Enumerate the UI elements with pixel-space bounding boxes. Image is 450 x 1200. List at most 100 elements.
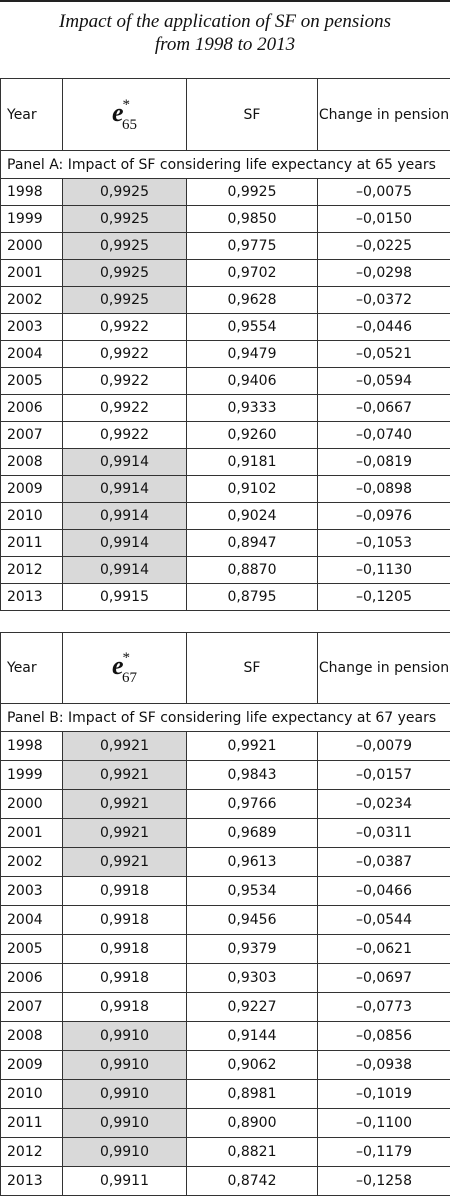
- header-cell: Year: [0, 78, 63, 151]
- e-symbol: e: [111, 97, 124, 127]
- cell: 0,9260: [186, 421, 318, 449]
- cell: –0,0372: [317, 286, 450, 314]
- cell: 2000: [0, 789, 63, 819]
- cell: 2003: [0, 313, 63, 341]
- cell: 2007: [0, 421, 63, 449]
- data-row: 2003 0,9922 0,9554 –0,0446: [0, 313, 450, 341]
- data-row: 2009 0,9914 0,9102 –0,0898: [0, 475, 450, 503]
- panel-row: Panel A: Impact of SF considering life e…: [0, 150, 450, 179]
- panel-row: Panel B: Impact of SF considering life e…: [0, 703, 450, 732]
- cell: 0,9922: [62, 394, 187, 422]
- cell: 0,9554: [186, 313, 318, 341]
- cell: 0,9775: [186, 232, 318, 260]
- cell: –0,0225: [317, 232, 450, 260]
- cell: –0,0667: [317, 394, 450, 422]
- cell: –0,0234: [317, 789, 450, 819]
- cell: 2001: [0, 818, 63, 848]
- cell: 0,9910: [62, 1021, 187, 1051]
- data-row: 1999 0,9921 0,9843 –0,0157: [0, 760, 450, 790]
- cell: 2011: [0, 529, 63, 557]
- data-row: 2005 0,9918 0,9379 –0,0621: [0, 934, 450, 964]
- cell: –0,0075: [317, 178, 450, 206]
- cell: 0,9613: [186, 847, 318, 877]
- data-row: 2010 0,9910 0,8981 –0,1019: [0, 1079, 450, 1109]
- cell: 2008: [0, 448, 63, 476]
- cell: 0,8742: [186, 1166, 318, 1196]
- cell: 0,9921: [62, 818, 187, 848]
- header-cell: SF: [186, 632, 318, 704]
- cell: 2008: [0, 1021, 63, 1051]
- cell: –0,0387: [317, 847, 450, 877]
- cell: 0,9303: [186, 963, 318, 993]
- table: Year e* 65 SF Change in pension Panel A: Impa…: [0, 78, 450, 611]
- cell: 2009: [0, 1050, 63, 1080]
- cell: 0,9910: [62, 1079, 187, 1109]
- cell: 0,9922: [62, 340, 187, 368]
- cell: 0,9456: [186, 905, 318, 935]
- cell: 0,9921: [186, 731, 318, 761]
- panel-title: Panel B: Impact of SF considering life e…: [0, 703, 450, 732]
- cell: 0,9910: [62, 1050, 187, 1080]
- data-row: 2007 0,9918 0,9227 –0,0773: [0, 992, 450, 1022]
- cell: –0,0466: [317, 876, 450, 906]
- header-row: Year e* 65 SF Change in pension: [0, 78, 450, 151]
- header-cell: Change in pension: [317, 78, 450, 151]
- cell: 0,9918: [62, 992, 187, 1022]
- header-cell: e* 65: [62, 78, 187, 151]
- cell: 0,9910: [62, 1108, 187, 1138]
- cell: 2004: [0, 905, 63, 935]
- cell: 1999: [0, 205, 63, 233]
- cell: 0,9914: [62, 448, 187, 476]
- top-rule: [0, 0, 450, 2]
- data-row: 1999 0,9925 0,9850 –0,0150: [0, 205, 450, 233]
- header-cell: e* 67: [62, 632, 187, 704]
- cell: 0,9918: [62, 876, 187, 906]
- e-subscript: 67: [122, 670, 138, 686]
- data-row: 2006 0,9918 0,9303 –0,0697: [0, 963, 450, 993]
- cell: 0,9921: [62, 789, 187, 819]
- cell: 0,9914: [62, 475, 187, 503]
- cell: 0,9689: [186, 818, 318, 848]
- data-row: 2000 0,9921 0,9766 –0,0234: [0, 789, 450, 819]
- cell: 0,9922: [62, 367, 187, 395]
- cell: 0,9915: [62, 583, 187, 611]
- cell: 2000: [0, 232, 63, 260]
- cell: –0,0621: [317, 934, 450, 964]
- cell: 0,9144: [186, 1021, 318, 1051]
- data-row: 2013 0,9911 0,8742 –0,1258: [0, 1166, 450, 1196]
- data-row: 2012 0,9914 0,8870 –0,1130: [0, 556, 450, 584]
- cell: 0,9925: [62, 178, 187, 206]
- cell: 0,9850: [186, 205, 318, 233]
- cell: 0,9922: [62, 313, 187, 341]
- cell: 0,8981: [186, 1079, 318, 1109]
- cell: –0,1205: [317, 583, 450, 611]
- cell: 0,9925: [62, 286, 187, 314]
- data-row: 2001 0,9921 0,9689 –0,0311: [0, 818, 450, 848]
- cell: 0,9914: [62, 556, 187, 584]
- header-cell: Year: [0, 632, 63, 704]
- cell: 0,9062: [186, 1050, 318, 1080]
- data-row: 2004 0,9922 0,9479 –0,0521: [0, 340, 450, 368]
- cell: –0,1179: [317, 1137, 450, 1167]
- cell: 2010: [0, 1079, 63, 1109]
- cell: 0,9914: [62, 529, 187, 557]
- data-row: 2011 0,9910 0,8900 –0,1100: [0, 1108, 450, 1138]
- header-cell: Change in pension: [317, 632, 450, 704]
- cell: 0,9911: [62, 1166, 187, 1196]
- cell: 0,9918: [62, 963, 187, 993]
- cell: 2009: [0, 475, 63, 503]
- cell: 0,8900: [186, 1108, 318, 1138]
- cell: 2001: [0, 259, 63, 287]
- cell: –0,0298: [317, 259, 450, 287]
- cell: –0,0150: [317, 205, 450, 233]
- cell: 0,9766: [186, 789, 318, 819]
- cell: –0,1258: [317, 1166, 450, 1196]
- cell: 2006: [0, 963, 63, 993]
- cell: 2013: [0, 1166, 63, 1196]
- cell: 1999: [0, 760, 63, 790]
- cell: 0,9925: [62, 232, 187, 260]
- data-row: 2009 0,9910 0,9062 –0,0938: [0, 1050, 450, 1080]
- data-row: 2002 0,9925 0,9628 –0,0372: [0, 286, 450, 314]
- title-line: Impact of the application of SF on pensi…: [59, 11, 391, 32]
